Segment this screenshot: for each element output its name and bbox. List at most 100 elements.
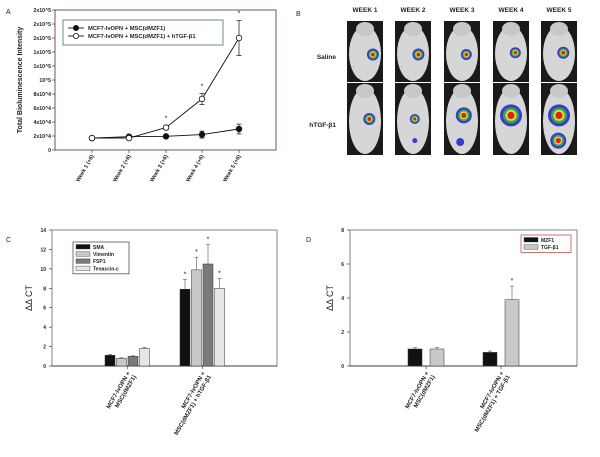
mouse-head [550,84,568,98]
data-point [162,124,170,131]
significance-star: * [511,278,514,285]
y-tick-label: 6 [341,262,344,268]
signal-blob [555,137,561,144]
panel-b-bioluminescence-images: WEEK 1 WEEK 2 WEEK 3 WEEK 4 WEEK 5 Saline hTGF… [309,7,577,155]
week-label: WEEK 3 [450,7,475,14]
significance-star: * [201,83,204,90]
significance-star: * [218,271,221,278]
signal-blob [416,52,421,57]
legend-label: FSP1 [93,259,106,265]
bar [179,289,191,367]
mouse-image [347,21,383,82]
signal-blob [456,138,465,147]
bar [191,269,202,367]
y-tick-label: 1x10^5 [34,50,52,56]
x-tick-label: Week 1 (+6) [75,154,95,183]
y-tick-label: 8x10^4 [34,92,52,98]
bar [482,352,498,367]
significance-star: * [238,11,241,18]
legend-swatch [75,265,91,271]
bar [202,263,214,367]
signal-blob [513,50,518,55]
significance-star: * [207,237,210,244]
x-tick-label: Week 5 (+6) [222,154,242,183]
mouse-image [395,83,431,155]
row-label-htgf: hTGF-β1 [309,122,336,129]
x-tick-label: MCF7-lvOPN +MSC(dMZF1) [106,371,138,414]
bar [139,348,150,367]
data-point [198,95,206,103]
data-point [235,34,243,42]
panel-d-bar-chart: 0 2 4 6 8 ΔΔ CT MCF7-lvOPN +MSC(dMZF1) MCF7-lvO… [325,228,578,433]
legend-swatch [75,258,91,264]
panel-a-line-chart: 0 2x10^4 4x10^4 6x10^4 8x10^4 10^5 1x10^5 1x10^… [17,8,277,183]
panel-label-b: B [296,11,301,18]
row-label-saline: Saline [317,54,337,61]
significance-star: * [195,249,198,256]
mouse-image [493,83,529,155]
mouse-head [453,84,471,98]
x-tick-label: MCF7-lvOPN +MSC(dMZF1) + TGF-β1 [468,370,512,433]
data-point [198,131,206,138]
mouse-head [404,22,422,36]
legend-swatch [75,244,91,250]
bar [116,357,127,367]
y-axis-title: ΔΔ CT [325,284,335,311]
mouse-body [349,26,381,81]
week-label: WEEK 2 [401,7,426,14]
y-tick-label: 10^5 [39,78,51,84]
bar [104,355,116,367]
legend-marker [73,33,80,40]
signal-blob [413,117,417,121]
y-tick-label: 2x10^4 [34,134,52,140]
legend: MCF7-lvOPN + MSC(dMZF1) MCF7-lvOPN + MSC(… [62,19,224,46]
signal-blob [464,52,469,57]
legend-swatch [75,251,91,257]
week-label: WEEK 5 [547,7,572,14]
y-tick-label: 6x10^4 [34,106,52,112]
mouse-head [550,22,568,36]
panel-c-bar-chart: 0 2 4 6 8 10 12 14 ΔΔ CT MCF7-lvOPN +MSC(dMZF1) MC… [24,228,278,437]
legend-label: Vimentin [93,252,114,258]
signal-blob [561,50,566,55]
legend-box [62,19,224,46]
series-line [92,37,240,139]
bar [127,356,139,367]
mouse-image [541,83,577,155]
bar [214,288,225,367]
y-tick-label: 14 [40,228,46,234]
y-tick-label: 10 [40,267,46,273]
mouse-head [453,22,471,36]
legend-label: MCF7-lvOPN + MSC(dMZF1) [88,26,165,32]
legend-label: TGF-β1 [541,245,559,251]
legend-label: SMA [93,245,105,251]
significance-star: * [165,116,168,123]
mouse-head [502,22,520,36]
y-tick-label: 2x10^5 [34,22,52,28]
week-label: WEEK 4 [499,7,524,14]
mouse-image [347,83,383,155]
mouse-head [356,22,374,36]
y-tick-label: 6 [43,306,46,312]
signal-blob [461,112,467,119]
data-point [162,133,170,140]
y-tick-label: 4x10^4 [34,120,52,126]
y-tick-label: 4 [341,296,344,302]
legend-label: Tenascin-c [93,266,119,272]
panel-label-c: C [6,237,11,244]
mouse-image [444,21,480,82]
y-tick-label: 1x10^5 [34,64,52,70]
y-tick-label: 0 [341,364,344,370]
data-point [88,134,96,142]
signal-blob [367,117,372,121]
legend-swatch [523,237,539,243]
signal-blob [507,111,515,120]
y-tick-label: 2x10^5 [34,36,52,42]
bar [504,299,520,367]
x-tick-label: Week 3 (+6) [149,154,169,183]
mouse-image [541,21,577,82]
mouse-image [493,21,529,82]
